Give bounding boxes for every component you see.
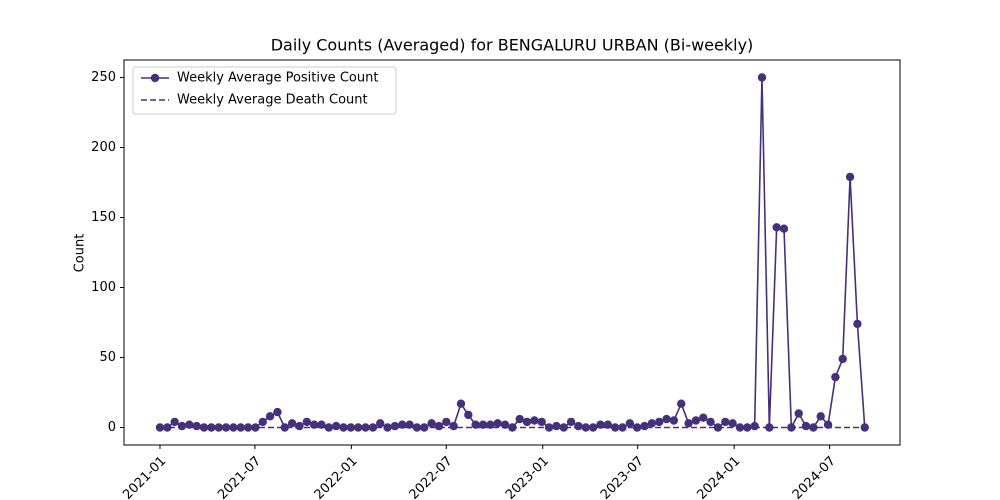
data-point <box>721 417 730 427</box>
data-point <box>192 421 201 431</box>
data-point <box>625 419 635 428</box>
chart-title: Daily Counts (Averaged) for BENGALURU UR… <box>271 36 754 55</box>
data-point <box>691 416 701 425</box>
plot-frame <box>123 59 901 446</box>
data-point <box>163 423 172 432</box>
data-point <box>361 423 370 432</box>
data-point <box>280 423 289 432</box>
data-point <box>654 417 664 427</box>
data-point <box>706 417 715 427</box>
data-point <box>728 419 737 428</box>
data-point <box>757 73 767 82</box>
data-point <box>302 417 312 427</box>
data-point <box>838 354 847 364</box>
data-point <box>713 423 723 432</box>
data-point <box>662 414 671 424</box>
data-point <box>772 223 781 232</box>
data-point <box>684 419 693 428</box>
data-point <box>669 416 679 425</box>
data-point <box>207 423 216 432</box>
data-point <box>456 399 466 408</box>
y-tick-label: 100 <box>91 280 116 295</box>
data-point <box>331 421 341 431</box>
data-point <box>177 421 187 431</box>
data-point <box>801 421 811 431</box>
data-point <box>515 414 524 424</box>
data-point <box>522 417 532 427</box>
data-point <box>265 412 275 421</box>
y-tick-label: 50 <box>99 350 116 365</box>
data-point <box>779 224 789 233</box>
y-tick-label: 150 <box>91 210 116 225</box>
data-point <box>324 423 334 432</box>
data-point <box>530 416 539 425</box>
legend-box <box>132 66 397 115</box>
data-point <box>258 417 267 427</box>
data-point <box>566 417 576 427</box>
data-point <box>273 407 282 417</box>
data-point <box>699 413 708 422</box>
data-point <box>390 421 400 431</box>
data-point <box>427 419 436 428</box>
data-point <box>376 419 385 428</box>
data-point <box>831 372 840 382</box>
data-point <box>677 399 686 408</box>
data-point <box>640 421 649 431</box>
data-point <box>493 419 502 428</box>
data-point <box>845 172 855 182</box>
data-point <box>243 423 253 432</box>
legend-marker <box>150 73 160 83</box>
legend-label: Weekly Average Positive Count <box>177 71 378 86</box>
data-point <box>442 417 451 427</box>
y-tick-label: 0 <box>108 420 116 435</box>
y-axis-label: Count <box>73 234 88 273</box>
data-point <box>199 423 209 432</box>
data-point <box>236 423 245 432</box>
data-point <box>295 421 304 431</box>
data-point <box>853 319 862 329</box>
data-point <box>434 421 444 431</box>
y-tick-label: 250 <box>91 70 116 85</box>
data-point <box>449 421 458 431</box>
data-point <box>816 412 825 421</box>
legend-label: Weekly Average Death Count <box>177 93 368 108</box>
data-point <box>464 410 473 420</box>
data-point <box>537 417 546 427</box>
data-point <box>287 419 297 428</box>
data-point <box>574 421 583 431</box>
data-point <box>765 423 774 432</box>
data-point <box>552 421 561 431</box>
data-point <box>794 409 803 418</box>
data-point <box>170 417 179 427</box>
y-tick-label: 200 <box>91 140 116 155</box>
data-point <box>750 421 759 431</box>
data-point <box>559 423 568 432</box>
data-point <box>647 419 657 428</box>
